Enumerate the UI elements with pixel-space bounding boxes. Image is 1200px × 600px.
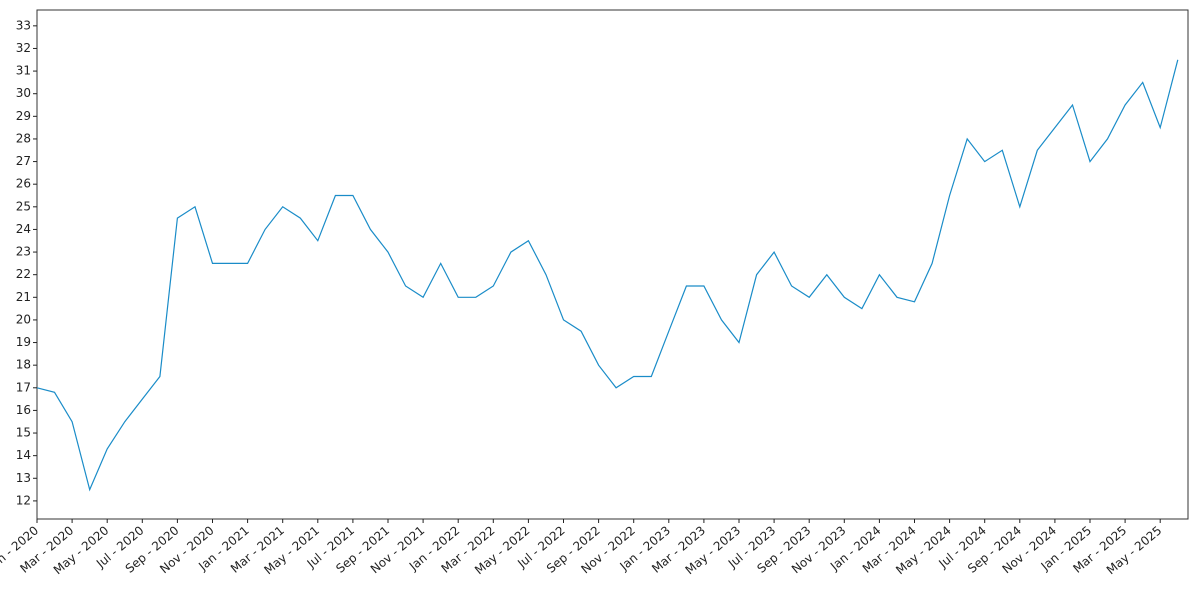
y-tick-label: 16 <box>16 403 31 417</box>
y-tick-label: 13 <box>16 471 31 485</box>
y-tick-label: 17 <box>16 380 31 394</box>
y-tick-label: 26 <box>16 177 31 191</box>
y-tick-label: 28 <box>16 131 31 145</box>
y-tick-label: 23 <box>16 245 31 259</box>
y-tick-label: 20 <box>16 312 31 326</box>
y-tick-label: 18 <box>16 358 31 372</box>
y-tick-label: 32 <box>16 41 31 55</box>
plot-frame <box>36 9 1189 520</box>
y-tick-label: 33 <box>16 18 31 32</box>
y-tick-label: 24 <box>16 222 31 236</box>
y-tick-label: 27 <box>16 154 31 168</box>
y-tick-label: 31 <box>16 64 31 78</box>
y-tick-label: 15 <box>16 426 31 440</box>
y-tick-label: 25 <box>16 199 31 213</box>
y-tick-label: 30 <box>16 86 31 100</box>
data-line <box>36 59 1179 492</box>
y-tick-label: 19 <box>16 335 31 349</box>
y-tick-label: 14 <box>16 448 31 462</box>
y-tick-label: 29 <box>16 109 31 123</box>
y-tick-label: 21 <box>16 290 31 304</box>
y-tick-label: 22 <box>16 267 31 281</box>
y-tick-label: 12 <box>16 493 31 507</box>
